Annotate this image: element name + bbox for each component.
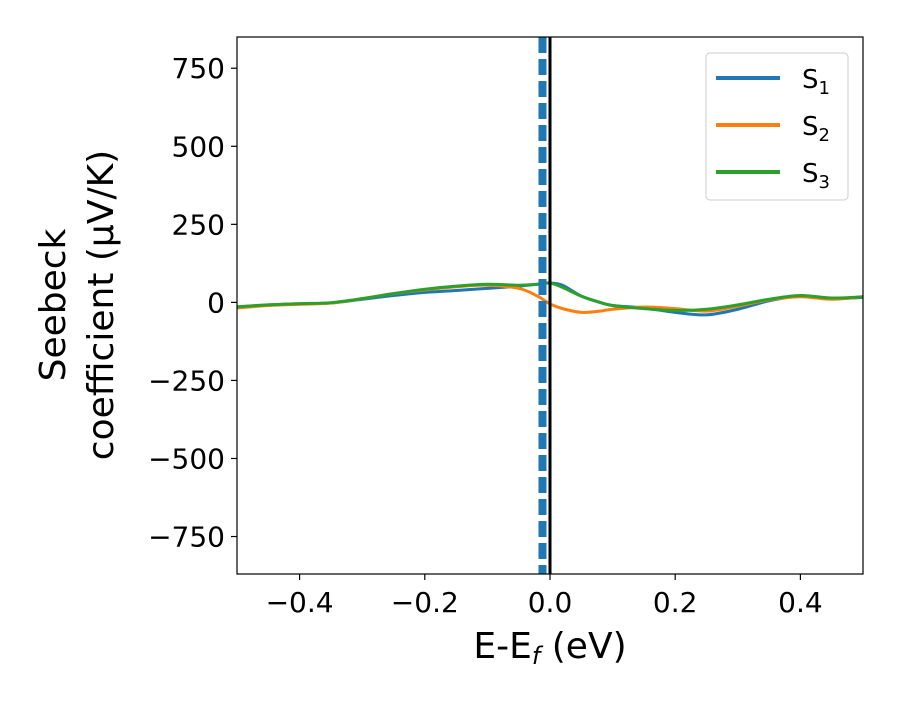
legend-label-s1: S1 [802, 65, 830, 99]
plot-marks [237, 37, 863, 574]
axes: −0.4 −0.2 0.0 0.2 0.4 750 500 250 0 −250 −500 −750 [148, 52, 823, 619]
x-axis-label: E-Ef (eV) [473, 626, 626, 670]
y-axis-label: Seebeck coefficient (μV/K) [33, 150, 122, 460]
x-tick-label: 0.4 [778, 586, 823, 619]
y-axis-label-line2: coefficient (μV/K) [81, 150, 122, 460]
clipped-marks [237, 37, 863, 574]
series-line-s3 [237, 281, 863, 313]
y-tick-label: 250 [172, 208, 225, 241]
x-tick-label: −0.4 [266, 586, 334, 619]
y-tick-label: 0 [207, 286, 225, 319]
y-tick-label: 500 [172, 130, 225, 163]
y-tick-label: −250 [148, 364, 225, 397]
legend-label-s2: S2 [802, 112, 830, 146]
x-tick-label: 0.0 [528, 586, 573, 619]
y-tick-label: 750 [172, 52, 225, 85]
legend-label-s3: S3 [802, 159, 830, 193]
y-axis-label-line1: Seebeck [33, 228, 74, 381]
legend: S1 S2 S3 [705, 52, 849, 201]
x-tick-label: −0.2 [391, 586, 459, 619]
y-tick-label: −750 [148, 521, 225, 554]
x-tick-label: 0.2 [653, 586, 698, 619]
y-tick-label: −500 [148, 442, 225, 475]
